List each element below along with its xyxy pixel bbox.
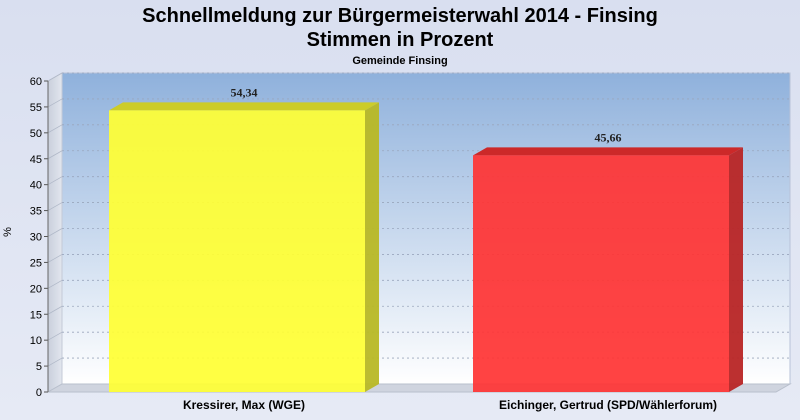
bar-side xyxy=(729,147,743,392)
y-tick-label: 60 xyxy=(30,76,42,88)
y-tick-label: 55 xyxy=(30,102,42,114)
y-tick-label: 5 xyxy=(36,361,42,373)
grid-line-side xyxy=(47,98,63,108)
bar xyxy=(109,110,365,392)
chart-subtitle: Gemeinde Finsing xyxy=(352,55,448,67)
y-tick-label: 20 xyxy=(30,283,42,295)
grid-line-side xyxy=(47,72,63,82)
grid-line-side xyxy=(47,331,63,341)
y-tick-label: 50 xyxy=(30,128,42,140)
chart-title: Schnellmeldung zur Bürgermeisterwahl 201… xyxy=(142,5,658,27)
grid-line-side xyxy=(47,150,63,160)
x-category-label: Kressirer, Max (WGE) xyxy=(183,398,305,412)
bar-value-label: 54,34 xyxy=(231,85,258,99)
grid-line-side xyxy=(47,176,63,186)
grid-line-side xyxy=(47,357,63,367)
grid-line-side xyxy=(47,254,63,263)
y-tick-label: 0 xyxy=(36,387,42,399)
bar-top xyxy=(473,147,743,156)
bar xyxy=(473,155,729,392)
y-tick-label: 30 xyxy=(30,232,42,244)
y-tick-label: 45 xyxy=(30,154,42,166)
y-tick-label: 10 xyxy=(30,335,42,347)
bar-side xyxy=(365,102,379,392)
grid-line-side xyxy=(47,202,63,211)
y-tick-label: 25 xyxy=(30,257,42,269)
grid-line-side xyxy=(47,228,63,237)
y-tick-label: 15 xyxy=(30,309,42,321)
grid-line-side xyxy=(47,305,63,315)
x-category-label: Eichinger, Gertrud (SPD/Wählerforum) xyxy=(499,398,717,412)
y-tick-label: 35 xyxy=(30,206,42,218)
chart-title-line2: Stimmen in Prozent xyxy=(306,29,494,51)
bar-top xyxy=(109,102,379,111)
grid-line-side xyxy=(47,279,63,289)
y-tick-label: 40 xyxy=(30,180,42,192)
bar-value-label: 45,66 xyxy=(595,130,622,144)
grid-line-side xyxy=(47,124,63,134)
